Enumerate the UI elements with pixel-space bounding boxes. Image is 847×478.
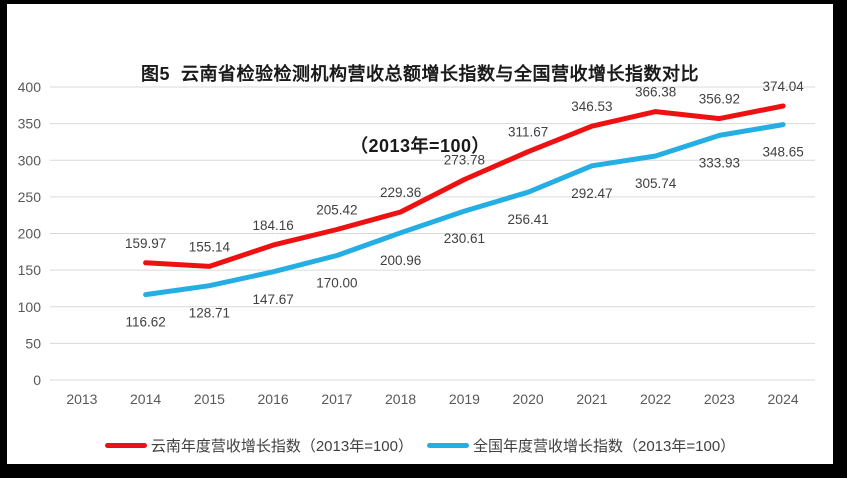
x-axis-tick-label: 2015 bbox=[194, 391, 225, 407]
y-axis-tick-label: 250 bbox=[18, 189, 42, 205]
y-axis-tick-label: 300 bbox=[18, 152, 42, 168]
data-label: 128.71 bbox=[189, 306, 230, 321]
chart-title: 图5 云南省检验检测机构营收总额增长指数与全国营收增长指数对比 （2013年=1… bbox=[7, 14, 833, 206]
y-axis-tick-label: 350 bbox=[18, 116, 42, 132]
x-axis-tick-label: 2019 bbox=[449, 391, 480, 407]
data-label: 200.96 bbox=[380, 253, 421, 268]
data-label: 333.93 bbox=[699, 155, 740, 170]
y-axis-tick-label: 50 bbox=[25, 335, 41, 351]
data-label: 273.78 bbox=[444, 153, 485, 168]
data-label: 170.00 bbox=[316, 276, 357, 291]
y-axis-tick-label: 200 bbox=[18, 226, 42, 242]
chart-title-line2: （2013年=100） bbox=[349, 136, 491, 156]
y-axis-tick-label: 100 bbox=[18, 299, 42, 315]
line-chart: 0 50 100 150 200 250 300 350 400 2013 2014 2015 2016… bbox=[18, 79, 815, 407]
legend-item-national: 全国年度营收增长指数（2013年=100） bbox=[427, 435, 735, 456]
yunnan-series-swatch bbox=[104, 443, 147, 448]
x-axis-tick-label: 2016 bbox=[258, 391, 289, 407]
data-label: 346.53 bbox=[571, 99, 612, 114]
chart-legend: 云南年度营收增长指数（2013年=100） 全国年度营收增长指数（2013年=1… bbox=[7, 435, 833, 456]
legend-item-yunnan: 云南年度营收增长指数（2013年=100） bbox=[104, 435, 413, 456]
data-label: 311.67 bbox=[508, 125, 548, 140]
data-label: 184.16 bbox=[252, 218, 293, 233]
data-label: 366.38 bbox=[635, 85, 676, 100]
yunnan-series-label: 云南年度营收增长指数（2013年=100） bbox=[150, 438, 413, 455]
x-axis-tick-label: 2014 bbox=[130, 391, 161, 407]
x-axis-tick-label: 2023 bbox=[704, 391, 735, 407]
national-series-swatch bbox=[427, 443, 469, 448]
x-axis-tick-label: 2013 bbox=[66, 391, 97, 407]
series-line-1 bbox=[143, 122, 786, 298]
data-label: 229.36 bbox=[380, 185, 421, 200]
chart-card: 图5 云南省检验检测机构营收总额增长指数与全国营收增长指数对比 （2013年=1… bbox=[7, 4, 833, 464]
data-label: 155.14 bbox=[189, 239, 231, 254]
data-label: 205.42 bbox=[316, 203, 357, 218]
x-axis-tick-label: 2022 bbox=[640, 391, 671, 407]
series-line-0 bbox=[143, 103, 786, 269]
x-axis-tick-label: 2021 bbox=[576, 391, 607, 407]
x-axis-tick-label: 2017 bbox=[321, 391, 352, 407]
x-axis-tick-label: 2018 bbox=[385, 391, 416, 407]
y-axis-tick-label: 150 bbox=[18, 262, 42, 278]
y-axis-tick-label: 400 bbox=[18, 79, 42, 95]
data-label: 374.04 bbox=[762, 79, 804, 94]
data-label: 292.47 bbox=[571, 186, 612, 201]
data-label: 256.41 bbox=[507, 212, 548, 227]
data-label: 348.65 bbox=[762, 145, 803, 160]
data-label: 159.97 bbox=[125, 236, 166, 251]
data-label: 305.74 bbox=[635, 176, 677, 191]
y-axis-tick-label: 0 bbox=[33, 372, 41, 388]
x-axis-tick-label: 2024 bbox=[768, 391, 799, 407]
national-series-label: 全国年度营收增长指数（2013年=100） bbox=[473, 438, 736, 455]
data-label: 147.67 bbox=[252, 292, 293, 307]
data-label: 356.92 bbox=[699, 92, 740, 107]
chart-title-line1: 图5 云南省检验检测机构营收总额增长指数与全国营收增长指数对比 bbox=[140, 64, 699, 84]
x-axis-tick-label: 2020 bbox=[513, 391, 544, 407]
data-label: 116.62 bbox=[125, 315, 165, 330]
data-label: 230.61 bbox=[444, 231, 485, 246]
